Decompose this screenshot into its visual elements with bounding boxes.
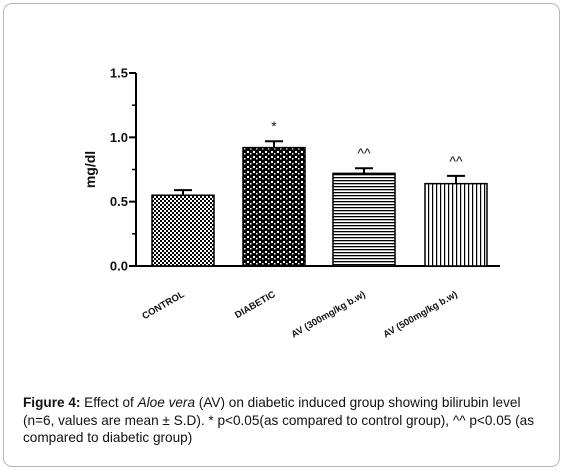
figure-caption: Figure 4: Effect of Aloe vera (AV) on di… xyxy=(23,394,553,447)
caption-label: Figure 4: xyxy=(23,395,81,410)
significance-marker: * xyxy=(271,118,277,134)
category-label: DIABETIC xyxy=(233,289,277,321)
bar xyxy=(424,182,488,267)
y-tick-label: 1.5 xyxy=(110,66,128,81)
y-tick-label: 0.0 xyxy=(110,259,128,274)
y-tick-label: 0.5 xyxy=(110,194,128,209)
y-tick-label: 1.0 xyxy=(110,130,128,145)
bar xyxy=(332,172,396,267)
category-label: AV (500mg/kg b.w) xyxy=(381,289,459,340)
category-label: AV (300mg/kg b.w) xyxy=(289,289,367,340)
category-label: CONTROL xyxy=(140,289,186,322)
significance-marker: ^^ xyxy=(449,153,463,169)
bar xyxy=(242,146,306,267)
chart-bars xyxy=(151,140,488,267)
bar xyxy=(151,194,215,267)
caption-text-before: Effect of xyxy=(80,395,138,410)
bar-chart: 0.0 0.5 1.0 1.5 mg/dl CONTROL * DIABETIC ^^ AV (3… xyxy=(82,66,500,340)
caption-text-after: (AV) on diabetic induced group showing b… xyxy=(23,395,534,445)
significance-marker: ^^ xyxy=(357,145,371,161)
caption-species: Aloe vera xyxy=(137,395,196,410)
y-axis-title: mg/dl xyxy=(82,151,98,188)
